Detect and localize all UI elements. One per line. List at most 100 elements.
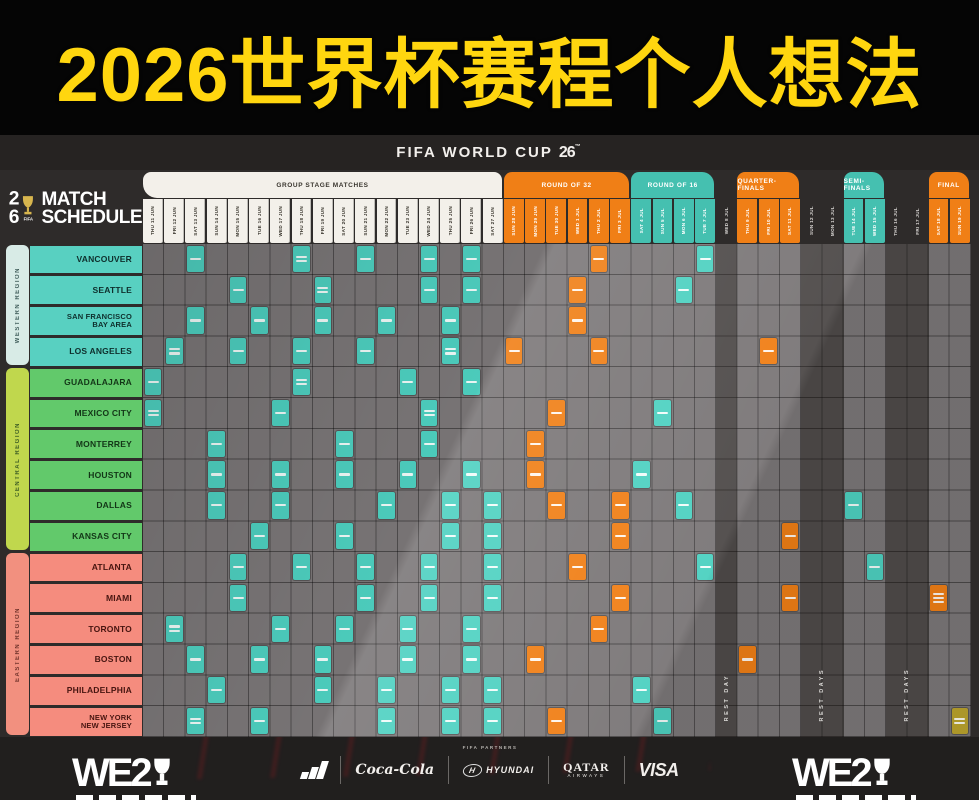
date-cell: SAT 18 JUL [928, 199, 949, 243]
date-cell: SAT 11 JUL [779, 199, 800, 243]
region-band-central: CENTRAL REGION [6, 368, 29, 551]
match-cell [611, 584, 629, 611]
match-cell [357, 553, 374, 581]
match-cell [484, 553, 502, 581]
match-cell [696, 245, 714, 272]
match-cell [654, 707, 671, 735]
match-cell [208, 492, 226, 519]
date-cell: MON 6 JUL [673, 199, 694, 243]
match-cell [463, 615, 480, 642]
match-cell [526, 430, 544, 457]
match-cell [357, 584, 374, 611]
match-cell [526, 461, 544, 488]
adidas-stripes-icon [300, 761, 330, 779]
svg-text:6: 6 [9, 207, 20, 228]
date-cell: TUE 7 JUL [695, 199, 715, 243]
city-label: MONTERREY [30, 430, 142, 459]
rest-day-column [716, 244, 738, 737]
sponsor-divider [448, 756, 450, 784]
match-cell [590, 615, 608, 642]
match-cell [250, 523, 268, 550]
date-cell: TUE 30 JUN [546, 199, 567, 243]
section-header-round-of-32: ROUND OF 32 [503, 172, 630, 198]
date-cell: WED 1 JUL [567, 199, 588, 243]
city-label: SAN FRANCISCO BAY AREA [30, 307, 142, 335]
date-cell: FRI 3 JUL [610, 199, 630, 243]
match-cell [526, 646, 544, 673]
match-cell [420, 399, 438, 427]
match-cell [930, 584, 947, 611]
date-cell: FRI 17 JUL [914, 207, 920, 235]
date-cell: THU 11 JUN [143, 199, 163, 243]
date-cell: MON 13 JUL [829, 205, 835, 237]
sponsor-adidas-logo [300, 761, 330, 779]
city-label: HOUSTON [30, 461, 142, 489]
we26-logo-subline [796, 795, 916, 800]
match-cell [314, 646, 332, 673]
match-cell [293, 245, 311, 272]
city-label: NEW YORK NEW JERSEY [30, 707, 142, 736]
match-cell [229, 338, 247, 365]
match-cell [272, 461, 289, 488]
city-label: KANSAS CITY [30, 522, 142, 551]
date-cell: SUN 21 JUN [355, 199, 376, 243]
city-label: BOSTON [30, 646, 142, 674]
match-cell [420, 276, 438, 303]
match-cell [633, 461, 650, 488]
match-cell [569, 307, 587, 334]
date-cell: WED 8 JUL [723, 207, 729, 235]
match-cell [378, 677, 395, 704]
schedule-panel: 2 6 FIFA MATCH SCHEDULE GROUP STAGE MATC… [0, 170, 979, 737]
match-cell [420, 553, 438, 581]
fifa-worldcup-wordmark: FIFA WORLD CUP 26™ [396, 143, 583, 161]
city-label: LOS ANGELES [30, 337, 142, 366]
match-cell [866, 553, 884, 581]
section-header-final: FINAL [928, 172, 969, 198]
rest-day-column [801, 244, 823, 737]
match-cell [187, 646, 204, 673]
footer: WE2 FIFA PARTNERS Coca-Cola H HYUNDAI QATAR… [0, 737, 979, 800]
match-cell [484, 523, 502, 550]
city-label: MEXICO CITY [30, 399, 142, 428]
match-cell [272, 492, 289, 519]
match-cell [781, 584, 799, 611]
match-cell [442, 338, 459, 365]
match-cell [548, 492, 565, 519]
region-band-eastern: EASTERN REGION [6, 553, 29, 735]
match-cell [442, 677, 459, 704]
city-label: ATLANTA [30, 553, 142, 582]
match-cell [293, 553, 311, 581]
section-header-quarter-finals: QUARTER-FINALS [737, 172, 800, 198]
match-cell [187, 245, 204, 272]
date-cell: FRI 19 JUN [312, 199, 333, 243]
date-cell: MON 22 JUN [376, 199, 397, 243]
rest-day-column [886, 244, 908, 737]
match-cell [845, 492, 863, 519]
match-cell [484, 677, 502, 704]
match-cell [250, 646, 268, 673]
match-cell [314, 307, 332, 334]
date-cell: TUE 16 JUN [249, 199, 269, 243]
date-cell: THU 18 JUN [291, 199, 312, 243]
date-cell: THU 2 JUL [588, 199, 609, 243]
match-cell [229, 553, 247, 581]
date-cell: TUE 14 JUL [843, 199, 864, 243]
match-cell [314, 276, 332, 303]
sponsor-divider [548, 756, 550, 784]
match-cell [144, 399, 162, 427]
date-cell: WED 15 JUL [864, 199, 885, 243]
match-cell [442, 707, 459, 735]
match-cell [548, 707, 565, 735]
match-cell [250, 707, 268, 735]
date-cell: SUN 5 JUL [652, 199, 673, 243]
match-cell [675, 492, 693, 519]
match-cell [463, 369, 480, 396]
match-cell [442, 492, 459, 519]
match-cell [442, 523, 459, 550]
section-header-semi-finals: SEMI-FINALS [843, 172, 885, 198]
date-cell: MON 29 JUN [525, 199, 545, 243]
match-cell [335, 430, 353, 457]
match-cell [166, 338, 183, 365]
trophy-icon [22, 196, 33, 208]
date-cell: SUN 19 JUL [949, 199, 970, 243]
